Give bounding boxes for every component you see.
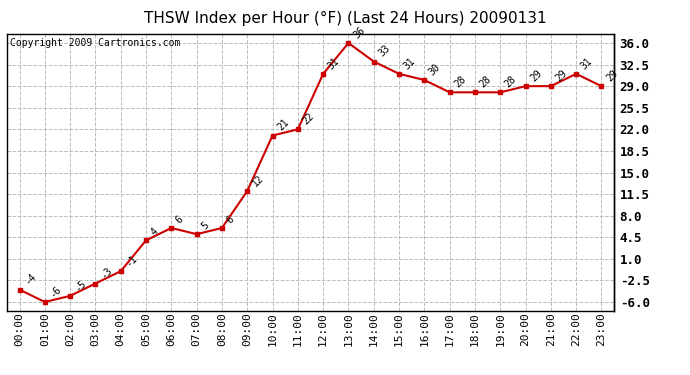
Text: 12: 12 bbox=[250, 173, 266, 188]
Text: 30: 30 bbox=[427, 62, 442, 77]
Text: 28: 28 bbox=[477, 74, 493, 90]
Text: 33: 33 bbox=[377, 44, 392, 59]
Text: 31: 31 bbox=[579, 56, 594, 71]
Text: -6: -6 bbox=[48, 284, 63, 299]
Text: -5: -5 bbox=[73, 278, 88, 293]
Text: 28: 28 bbox=[503, 74, 518, 90]
Text: 6: 6 bbox=[225, 214, 236, 225]
Text: 4: 4 bbox=[149, 226, 160, 237]
Text: 29: 29 bbox=[553, 68, 569, 83]
Text: 29: 29 bbox=[529, 68, 544, 83]
Text: -4: -4 bbox=[22, 272, 38, 287]
Text: 31: 31 bbox=[402, 56, 417, 71]
Text: 22: 22 bbox=[301, 111, 316, 126]
Text: 28: 28 bbox=[453, 74, 468, 90]
Text: 21: 21 bbox=[275, 117, 290, 133]
Text: THSW Index per Hour (°F) (Last 24 Hours) 20090131: THSW Index per Hour (°F) (Last 24 Hours)… bbox=[144, 11, 546, 26]
Text: Copyright 2009 Cartronics.com: Copyright 2009 Cartronics.com bbox=[10, 38, 180, 48]
Text: 31: 31 bbox=[326, 56, 342, 71]
Text: -3: -3 bbox=[98, 266, 114, 281]
Text: 5: 5 bbox=[199, 220, 210, 231]
Text: 6: 6 bbox=[174, 214, 186, 225]
Text: -1: -1 bbox=[124, 253, 139, 268]
Text: 29: 29 bbox=[604, 68, 620, 83]
Text: 36: 36 bbox=[351, 25, 366, 40]
